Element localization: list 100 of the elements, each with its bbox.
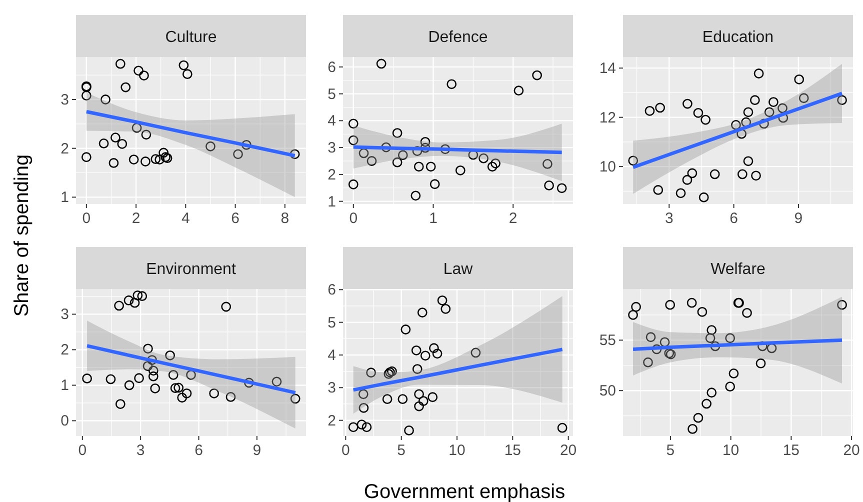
- x-tick-label: 5: [666, 442, 675, 459]
- point: [725, 382, 736, 392]
- point: [557, 422, 568, 433]
- point: [130, 298, 140, 308]
- point: [272, 376, 282, 387]
- line-series: [631, 338, 844, 351]
- point: [646, 332, 656, 342]
- point: [226, 392, 236, 402]
- y-tick-label: 3: [328, 140, 336, 157]
- point: [542, 159, 552, 169]
- point: [177, 392, 188, 403]
- point: [710, 341, 720, 352]
- point: [398, 150, 408, 160]
- point: [132, 122, 142, 133]
- y-tick-label: 1: [60, 377, 69, 394]
- point: [108, 158, 119, 168]
- point: [514, 86, 524, 96]
- x-tick-label: 15: [504, 442, 522, 459]
- point: [766, 343, 777, 354]
- y-tick-label: 2: [328, 166, 336, 184]
- point: [798, 93, 809, 104]
- point: [430, 179, 440, 190]
- point: [412, 146, 422, 156]
- x-tick-label: 15: [782, 442, 800, 459]
- x-tick-label: 4: [181, 210, 190, 227]
- point: [348, 135, 358, 146]
- point: [432, 348, 442, 359]
- point: [186, 370, 196, 380]
- point: [148, 366, 158, 376]
- x-tick-label: 3: [136, 442, 145, 459]
- x-tick-label: 6: [730, 210, 738, 227]
- point: [411, 345, 422, 356]
- y-tick-label: 6: [328, 58, 336, 76]
- y-tick-label: 12: [599, 109, 616, 126]
- point: [398, 394, 408, 404]
- point: [682, 98, 692, 109]
- y-tick-label: 50: [599, 382, 616, 400]
- point: [420, 136, 430, 147]
- point: [414, 389, 424, 400]
- point: [209, 388, 220, 398]
- point: [446, 79, 457, 90]
- point: [754, 68, 764, 78]
- x-tick-label: 3: [664, 210, 674, 227]
- point: [687, 168, 698, 178]
- x-tick-label: 8: [280, 210, 290, 227]
- point: [106, 374, 116, 384]
- point: [420, 142, 430, 153]
- y-tick-label: 1: [60, 189, 69, 206]
- point: [147, 355, 157, 365]
- x-axis-title: Government emphasis: [364, 481, 566, 502]
- x-tick-label: 0: [82, 210, 91, 227]
- y-axis-title: Share of spending: [11, 154, 33, 317]
- chart-title: Defence: [428, 29, 488, 46]
- point: [221, 302, 232, 312]
- point: [290, 149, 300, 160]
- point: [420, 350, 430, 361]
- point: [437, 295, 448, 306]
- chart-title: Welfare: [710, 261, 766, 278]
- point: [725, 333, 736, 344]
- x-tick-label: 6: [231, 210, 240, 227]
- point: [137, 291, 148, 302]
- point: [743, 156, 754, 166]
- x-tick-label: 20: [560, 442, 577, 459]
- point: [742, 308, 752, 318]
- point: [115, 58, 126, 69]
- point: [233, 149, 243, 160]
- y-tick-label: 2: [60, 140, 69, 158]
- point: [170, 383, 180, 394]
- point: [688, 424, 698, 434]
- point: [682, 174, 692, 185]
- point: [644, 106, 655, 116]
- x-tick-label: 0: [342, 442, 350, 459]
- y-tick-label: 5: [328, 314, 336, 332]
- x-tick-label: 20: [843, 442, 860, 459]
- y-tick-label: 2: [328, 412, 336, 430]
- point: [178, 60, 189, 70]
- point: [348, 422, 358, 432]
- point: [756, 358, 766, 368]
- point: [665, 300, 676, 310]
- point: [81, 152, 92, 162]
- y-tick-label: 4: [328, 346, 336, 364]
- point: [158, 148, 169, 158]
- point: [290, 394, 300, 404]
- point: [693, 108, 704, 118]
- point: [356, 420, 367, 430]
- point: [455, 165, 466, 176]
- point: [182, 69, 192, 80]
- point: [837, 300, 847, 310]
- x-tick-label: 2: [508, 210, 518, 227]
- point: [655, 102, 666, 113]
- line-series: [352, 348, 564, 392]
- point: [110, 132, 120, 143]
- point: [470, 348, 481, 358]
- point: [182, 388, 192, 398]
- point: [778, 103, 788, 114]
- x-tick-label: 1: [429, 210, 438, 227]
- point: [628, 310, 638, 320]
- point: [206, 141, 216, 152]
- point: [417, 308, 428, 318]
- point: [693, 412, 704, 423]
